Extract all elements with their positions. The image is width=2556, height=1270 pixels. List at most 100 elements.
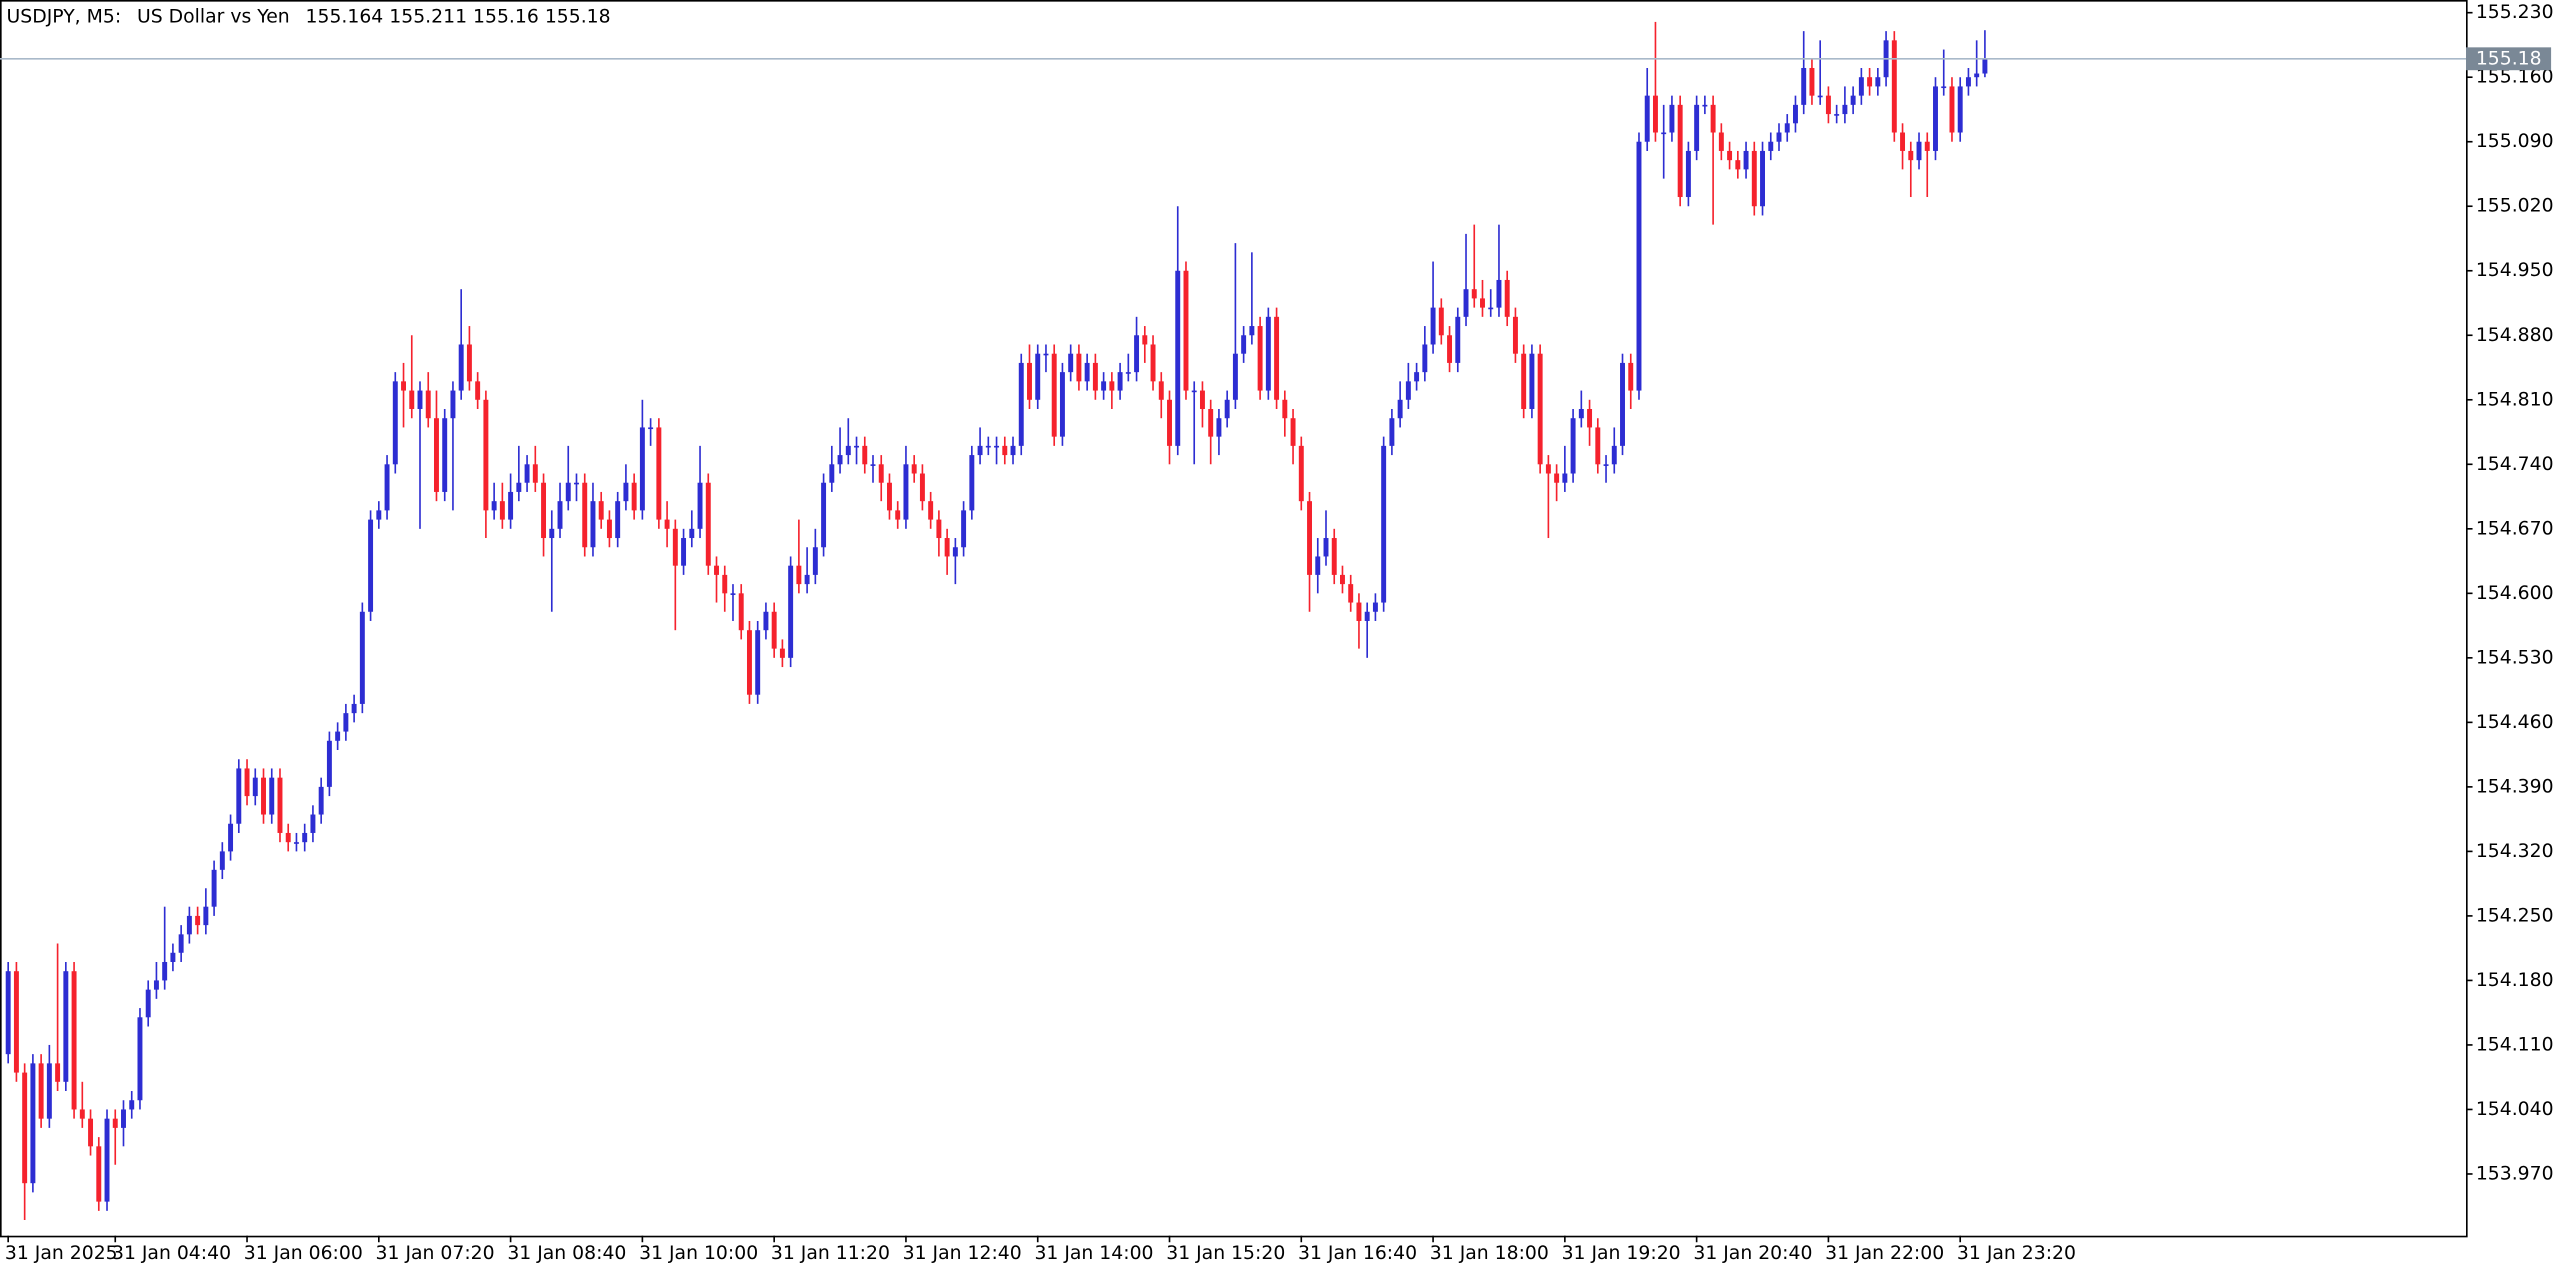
candle-body — [557, 501, 563, 529]
candle-body — [359, 611, 365, 704]
candle-body — [1084, 362, 1090, 382]
last-close: 155.18 — [545, 6, 611, 27]
candle-body — [1471, 289, 1477, 299]
x-tick-label: 31 Jan 11:20 — [771, 1243, 890, 1264]
candle-body — [277, 777, 283, 833]
candle-body — [38, 1063, 44, 1119]
candle-body — [903, 464, 909, 520]
candle-body — [1496, 279, 1502, 308]
candle-body — [1776, 132, 1782, 142]
y-tick-label: 154.320 — [2476, 841, 2554, 862]
candle-body — [343, 713, 349, 732]
candle-body — [384, 464, 390, 511]
candle-body — [5, 971, 11, 1055]
candle-body — [1488, 307, 1494, 310]
candle-body — [623, 482, 629, 502]
candle-body — [483, 399, 489, 511]
candle-body — [261, 777, 266, 815]
candle-body — [1677, 104, 1683, 198]
x-tick-label: 31 Jan 06:00 — [244, 1243, 363, 1264]
candle-body — [1117, 372, 1123, 391]
y-tick-label: 155.020 — [2476, 196, 2554, 217]
candle-body — [1949, 86, 1955, 133]
candle-body — [1051, 353, 1057, 437]
candle-body — [1908, 150, 1914, 161]
candle-body — [1175, 270, 1181, 446]
candle-body — [1941, 86, 1947, 89]
candle-body — [1463, 289, 1469, 317]
price-label: 155.18 — [2476, 48, 2542, 69]
x-tick-label: 31 Jan 23:20 — [1957, 1243, 2076, 1264]
candle-body — [1018, 362, 1024, 446]
candle-body — [516, 482, 522, 492]
candle-body — [1652, 95, 1658, 133]
candle-body — [1842, 104, 1848, 115]
candle-body — [936, 519, 942, 539]
y-tick-label: 154.810 — [2476, 389, 2554, 410]
candle-body — [1933, 86, 1938, 151]
candle-body — [1092, 362, 1098, 391]
candle-body — [1867, 77, 1873, 87]
candle-body — [1801, 67, 1807, 105]
candle-body — [944, 538, 950, 557]
candle-body — [112, 1118, 118, 1128]
candle-body — [1924, 141, 1930, 151]
x-tick-label: 31 Jan 12:40 — [903, 1243, 1022, 1264]
candle-body — [1817, 95, 1823, 98]
candle-body — [1694, 104, 1700, 151]
candle-body — [145, 989, 151, 1018]
candle-body — [1142, 335, 1148, 345]
candle-body — [1027, 362, 1032, 400]
candle-body — [153, 980, 159, 990]
candle-body — [845, 445, 851, 456]
candle-body — [1554, 473, 1560, 483]
candle-body — [722, 574, 728, 594]
candle-body — [1480, 298, 1485, 308]
candle-body — [1331, 538, 1337, 575]
candle-body — [1850, 95, 1856, 105]
y-tick-label: 154.740 — [2476, 454, 2554, 475]
x-tick-label: 31 Jan 14:00 — [1034, 1243, 1153, 1264]
candle-body — [170, 952, 176, 962]
y-tick-label: 154.250 — [2476, 905, 2554, 926]
candle-body — [887, 482, 892, 511]
candle-body — [1183, 270, 1189, 391]
y-tick-label: 154.040 — [2476, 1099, 2554, 1120]
candle-body — [1241, 335, 1247, 354]
candle-body — [1109, 381, 1115, 391]
candle-body — [598, 501, 604, 520]
candle-body — [1068, 353, 1074, 373]
candle-body — [1521, 353, 1527, 410]
candle-body — [121, 1109, 126, 1128]
candle-body — [648, 427, 654, 430]
price-label-box — [2466, 47, 2552, 71]
candle-body — [310, 814, 316, 833]
candle-body — [13, 971, 19, 1073]
candle-body — [1644, 95, 1650, 142]
x-tick-label: 31 Jan 10:00 — [639, 1243, 758, 1264]
candle-body — [895, 510, 901, 520]
candle-body — [656, 427, 662, 520]
candle-body — [1512, 316, 1518, 354]
candle-body — [252, 777, 258, 797]
candle-body — [565, 482, 571, 502]
candle-body — [63, 971, 69, 1082]
candle-body — [631, 482, 637, 511]
candle-body — [615, 501, 621, 539]
candle-body — [1282, 399, 1288, 419]
candle-body — [541, 482, 547, 539]
candle-body — [1562, 473, 1568, 483]
candle-body — [1793, 104, 1798, 124]
candle-body — [244, 768, 250, 797]
candle-body — [738, 593, 744, 631]
candle-body — [919, 473, 925, 502]
candle-body — [1059, 372, 1065, 437]
candle-body — [1101, 381, 1107, 391]
y-tick-label: 154.880 — [2476, 325, 2554, 346]
candle-body — [104, 1118, 110, 1202]
candle-body — [88, 1118, 94, 1147]
candle-body — [1570, 418, 1576, 474]
candle-body — [854, 445, 859, 448]
